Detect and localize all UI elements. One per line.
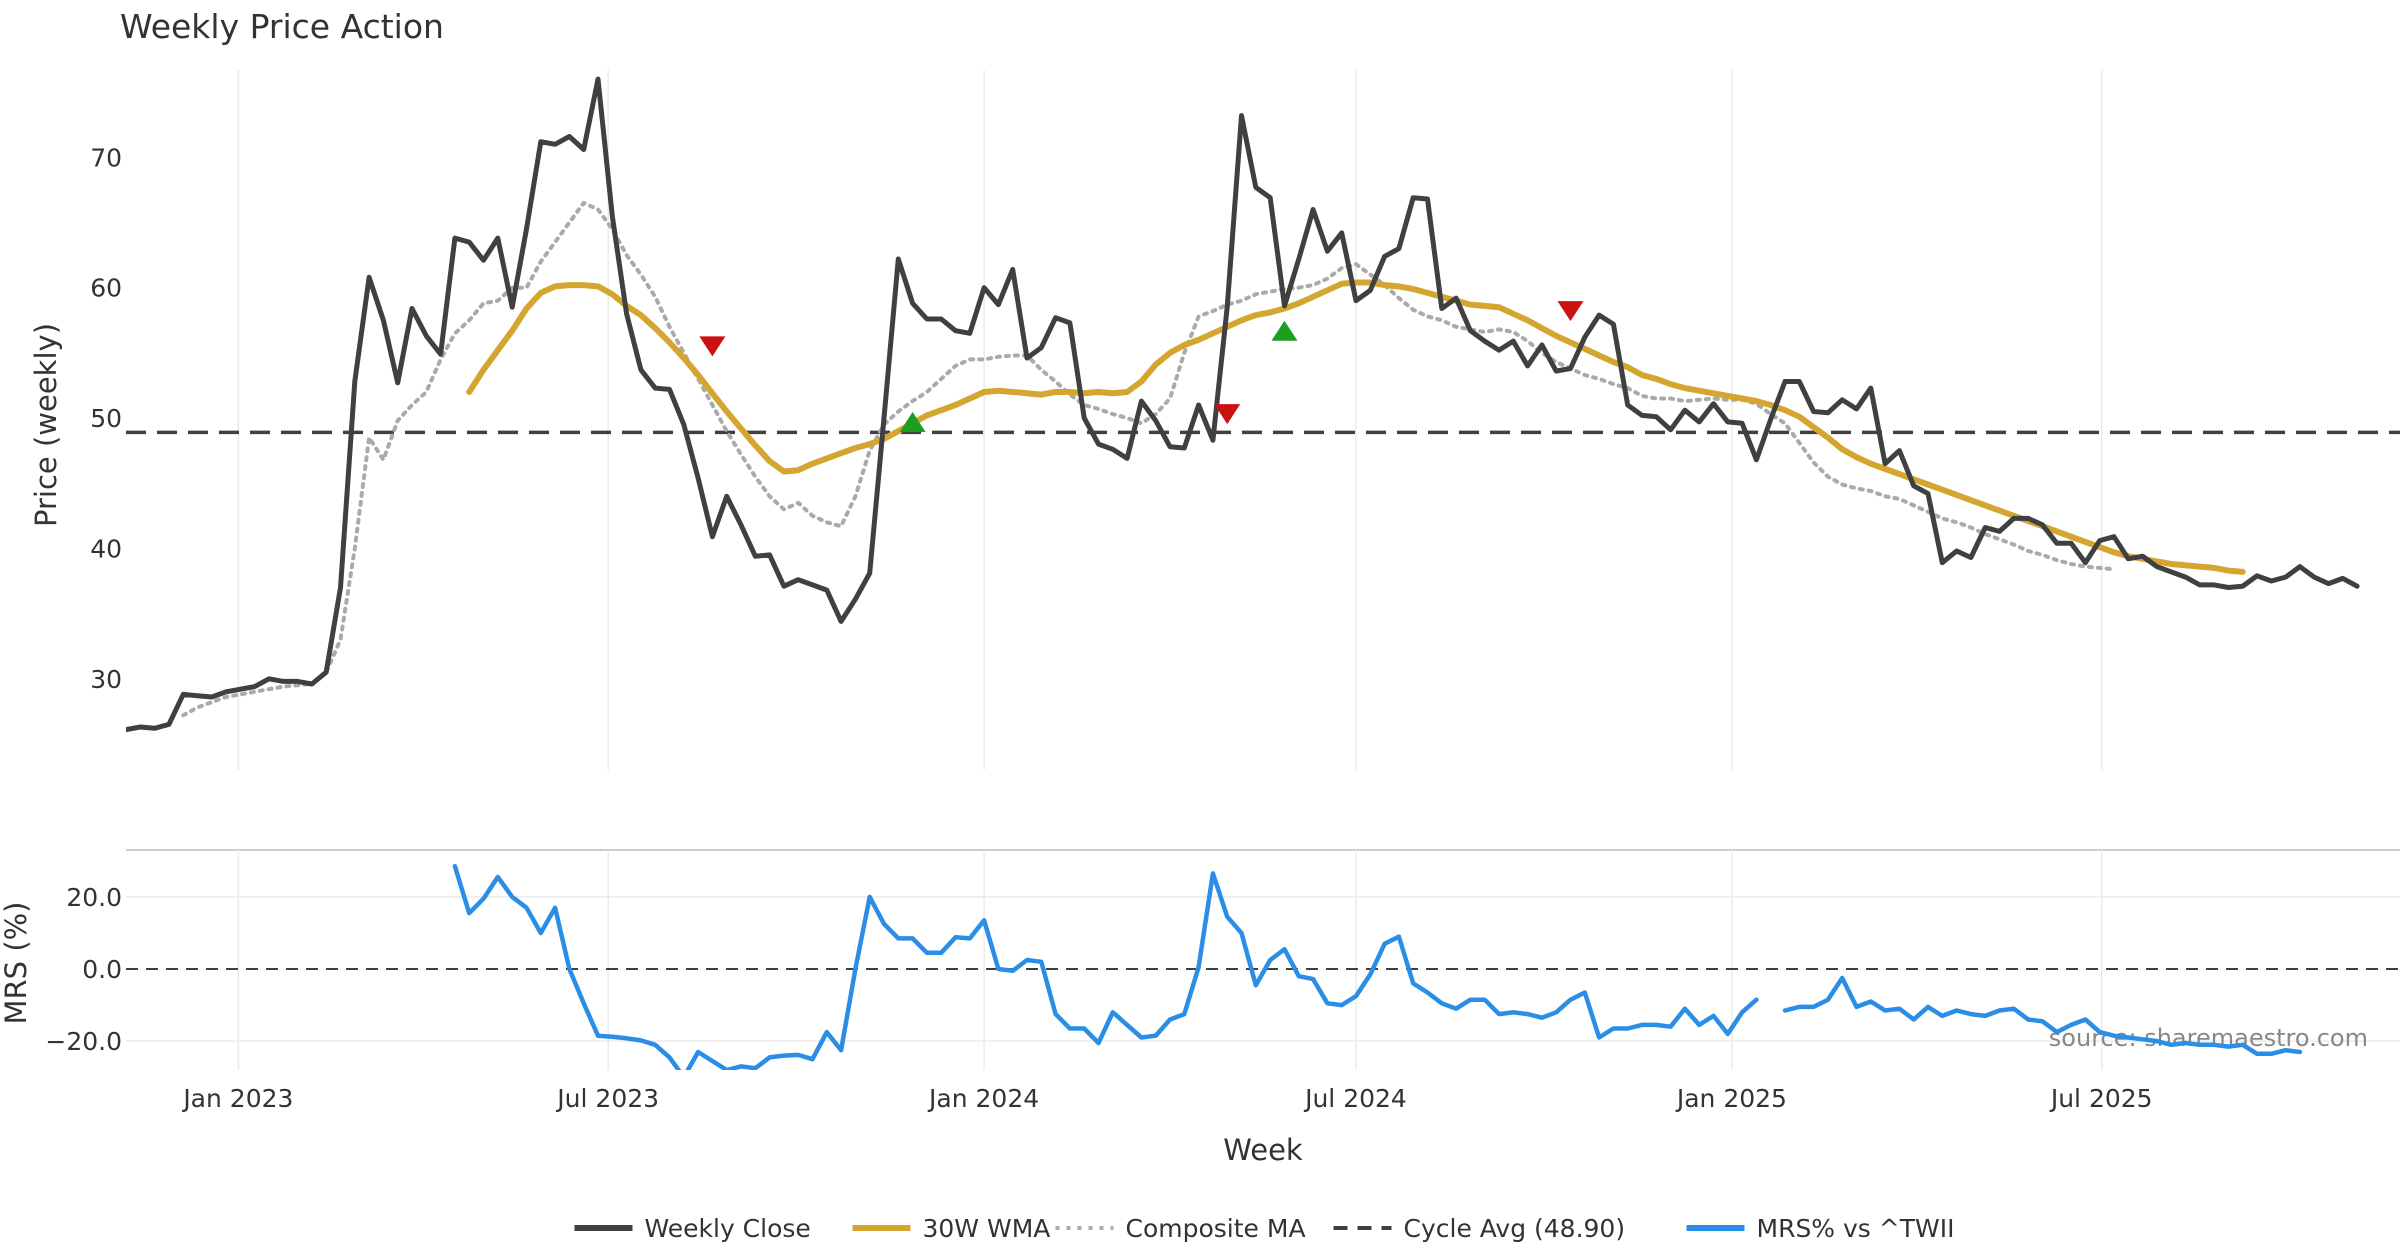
mrs-y-tick-label: 0.0 [82,955,122,984]
x-tick-label: Jul 2024 [1303,1084,1407,1113]
signal-markers [699,301,1584,432]
buy-signal-marker [1271,320,1298,341]
series-composite-ma [181,200,2116,718]
x-tick-label: Jul 2023 [555,1084,659,1113]
series-weekly-close [126,76,2360,733]
price-y-tick-label: 40 [90,534,122,563]
legend: Weekly Close 30W WMA Composite MA Cycle Avg… [574,1214,1955,1243]
legend-item-mrs-vs-twii: MRS% vs ^TWII [1686,1214,1955,1243]
price-y-tick-label: 60 [90,274,122,303]
x-tick-label: Jul 2025 [2049,1084,2153,1113]
sell-signal-marker [1214,404,1241,425]
legend-label: MRS% vs ^TWII [1757,1214,1955,1243]
legend-label: Composite MA [1126,1214,1306,1243]
x-tick-label: Jan 2023 [181,1084,293,1113]
source-watermark: source: sharemaestro.com [2049,1024,2368,1052]
legend-label: 30W WMA [923,1214,1051,1243]
legend-item-30w-wma: 30W WMA [852,1214,1051,1243]
buy-signal-marker [899,411,926,432]
legend-item-composite-ma: Composite MA [1055,1214,1306,1243]
sell-signal-marker [699,336,726,357]
series-mrs-segment-1 [452,863,1759,1070]
x-tick-label: Jan 2024 [927,1084,1039,1113]
legend-item-cycle-avg-48-90: Cycle Avg (48.90) [1333,1214,1626,1243]
price-series [126,76,2360,733]
price-y-axis-label: Price (weekly) [29,323,63,527]
chart-title: Weekly Price Action [120,7,444,46]
mrs-y-tick-label: 20.0 [66,883,122,912]
price-panel-gridlines [237,70,2103,770]
mrs-y-axis-label: MRS (%) [0,902,33,1025]
x-axis-ticks: Jan 2023 Jul 2023 Jan 2024 Jul 2024 Jan 2025… [181,1084,2152,1113]
legend-label: Weekly Close [645,1214,811,1243]
mrs-series [452,863,2303,1070]
mrs-y-axis-ticks: 20.0 0.0 −20.0 [45,883,122,1056]
mrs-y-tick-label: −20.0 [45,1027,122,1056]
legend-item-weekly-close: Weekly Close [574,1214,811,1243]
price-y-tick-label: 50 [90,404,122,433]
legend-label: Cycle Avg (48.90) [1404,1214,1626,1243]
price-y-axis-ticks: 30 40 50 60 70 [90,143,122,693]
price-y-tick-label: 30 [90,665,122,694]
sell-signal-marker [1557,301,1584,322]
x-axis-label: Week [1223,1133,1303,1167]
x-tick-label: Jan 2025 [1675,1084,1787,1113]
series-30w-wma [466,279,2246,575]
price-y-tick-label: 70 [90,143,122,172]
series-mrs-segment-2 [1782,975,2303,1057]
